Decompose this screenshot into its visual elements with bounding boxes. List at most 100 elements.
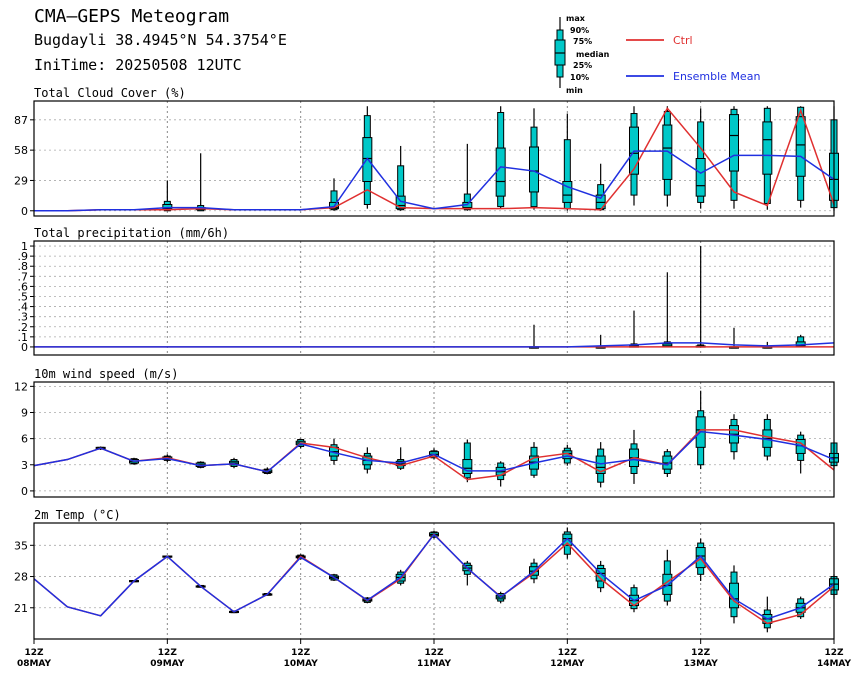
box-138 bbox=[795, 106, 806, 208]
panel-frame bbox=[33, 522, 835, 640]
x-tick-hour: 12Z bbox=[158, 648, 178, 658]
init-time-label: IniTime: 20250508 12UTC bbox=[34, 56, 242, 74]
inner-box bbox=[662, 124, 673, 180]
inner-box bbox=[529, 146, 539, 193]
box-138 bbox=[795, 431, 806, 474]
ensemble-mean-line bbox=[34, 150, 835, 212]
legend-mean-label: Ensemble Mean bbox=[673, 70, 760, 83]
x-tick-date: 12MAY bbox=[550, 659, 585, 669]
x-tick-date: 09MAY bbox=[150, 659, 185, 669]
y-tick-label: 58 bbox=[14, 144, 28, 157]
ensemble-mean-line bbox=[34, 342, 835, 348]
y-tick-label: .9 bbox=[18, 250, 29, 263]
y-tick-label: 12 bbox=[14, 380, 28, 393]
box-126 bbox=[729, 414, 739, 460]
y-tick-label: 0 bbox=[21, 485, 28, 498]
y-tick-label: .8 bbox=[18, 260, 29, 273]
box-66 bbox=[395, 447, 406, 470]
inner-box bbox=[795, 116, 806, 177]
panel-title: Total precipitation (mm/6h) bbox=[34, 226, 229, 240]
x-tick-hour: 12Z bbox=[691, 648, 711, 658]
x-tick-hour: 12Z bbox=[291, 648, 311, 658]
legend-box-label: 10% bbox=[570, 73, 589, 82]
y-tick-label: 0 bbox=[21, 341, 28, 354]
chart-title: CMA—GEPS Meteogram bbox=[34, 6, 230, 27]
box-114 bbox=[662, 549, 673, 606]
inner-box bbox=[562, 181, 573, 203]
x-tick-hour: 12Z bbox=[558, 648, 578, 658]
legend-box-label: median bbox=[576, 50, 610, 59]
box-24 bbox=[162, 180, 173, 212]
inner-box bbox=[729, 114, 739, 172]
inner-box bbox=[462, 459, 473, 474]
box-90 bbox=[529, 108, 539, 210]
panel-title: 2m Temp (°C) bbox=[34, 508, 121, 522]
box-102 bbox=[595, 163, 606, 211]
legend-box-label: max bbox=[566, 14, 586, 23]
y-tick-label: .5 bbox=[18, 290, 29, 303]
box-114 bbox=[662, 272, 673, 348]
x-tick-date: 13MAY bbox=[684, 659, 719, 669]
inner-box bbox=[595, 455, 606, 474]
inner-box bbox=[562, 533, 573, 546]
legend-ctrl-label: Ctrl bbox=[673, 34, 693, 47]
panel-frame bbox=[33, 381, 835, 498]
x-tick-hour: 12Z bbox=[824, 648, 844, 658]
location-label: Bugdayli 38.4945°N 54.3754°E bbox=[34, 31, 287, 49]
box-102 bbox=[595, 442, 606, 488]
box-114 bbox=[662, 449, 673, 477]
y-tick-label: 9 bbox=[21, 406, 28, 419]
y-tick-label: 0 bbox=[21, 205, 28, 218]
ensemble-mean-line bbox=[33, 533, 835, 620]
box-90 bbox=[529, 324, 539, 349]
x-tick-hour: 12Z bbox=[24, 648, 44, 658]
panel-3 bbox=[30, 381, 839, 498]
inner-box bbox=[695, 547, 706, 569]
box-84 bbox=[495, 106, 506, 209]
legend-box-label: 75% bbox=[573, 37, 592, 46]
box-108 bbox=[629, 429, 639, 484]
legend-box-label: 25% bbox=[573, 61, 592, 70]
legend-box-label: 90% bbox=[570, 26, 589, 35]
panel-title: 10m wind speed (m/s) bbox=[34, 367, 179, 381]
ensemble-mean-line bbox=[33, 430, 835, 473]
y-tick-label: .2 bbox=[18, 321, 29, 334]
box-108 bbox=[629, 310, 639, 348]
ctrl-line bbox=[34, 106, 835, 212]
y-tick-label: 87 bbox=[14, 114, 28, 127]
y-tick-label: 3 bbox=[21, 459, 28, 472]
y-tick-label: 28 bbox=[14, 571, 28, 584]
y-tick-label: 29 bbox=[14, 174, 28, 187]
x-tick-date: 11MAY bbox=[417, 659, 452, 669]
box-126 bbox=[729, 565, 739, 624]
box-78 bbox=[462, 439, 473, 483]
box-30 bbox=[195, 153, 206, 212]
inner-box bbox=[495, 147, 506, 197]
y-tick-label: 35 bbox=[14, 539, 28, 552]
panel-frame bbox=[33, 100, 835, 217]
inner-box bbox=[695, 158, 706, 197]
box-132 bbox=[762, 596, 773, 633]
x-tick-date: 14MAY bbox=[817, 659, 852, 669]
box-132 bbox=[762, 106, 773, 210]
y-tick-label: .7 bbox=[18, 270, 29, 283]
panel-4 bbox=[30, 522, 839, 640]
box-36 bbox=[229, 457, 239, 469]
y-tick-label: .4 bbox=[18, 301, 29, 314]
panel-title: Total Cloud Cover (%) bbox=[34, 86, 186, 100]
panel-1 bbox=[30, 100, 839, 217]
box-96 bbox=[562, 113, 573, 211]
panel-frame bbox=[33, 240, 835, 356]
panel-2 bbox=[30, 240, 835, 356]
box-114 bbox=[662, 106, 673, 207]
box-120 bbox=[695, 108, 706, 209]
box-78 bbox=[462, 143, 473, 211]
y-tick-label: 6 bbox=[21, 433, 28, 446]
y-tick-label: 1 bbox=[21, 240, 28, 253]
y-tick-label: .3 bbox=[18, 311, 29, 324]
outer-box bbox=[397, 165, 405, 211]
box-66 bbox=[395, 145, 406, 211]
x-tick-date: 08MAY bbox=[17, 659, 52, 669]
y-tick-label: .1 bbox=[18, 331, 29, 344]
